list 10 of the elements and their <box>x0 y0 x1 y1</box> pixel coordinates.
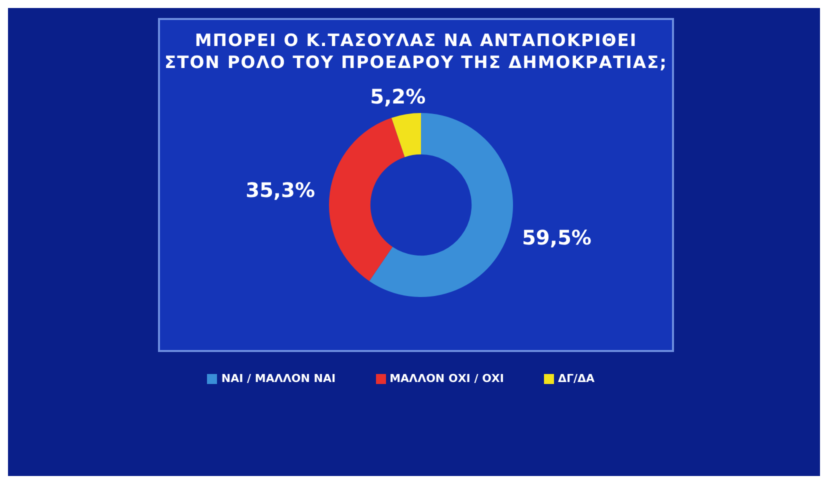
legend-label: ΜΑΛΛΟΝ ΟΧΙ / ΟΧΙ <box>390 372 504 385</box>
data-label: 59,5% <box>522 225 592 250</box>
data-label: 5,2% <box>370 84 426 108</box>
data-label: 35,3% <box>246 178 315 202</box>
chart-title: ΜΠΟΡΕΙ Ο Κ.ΤΑΣΟΥΛΑΣ ΝΑ ΑΝΤΑΠΟΚΡΙΘΕΙ ΣΤΟΝ ΡΟΛΟ ΤΟΥ ΠΡΟΕΔΡΟΥ ΤΗΣ ΔΗΜΟΚΡΑΤΙΑΣ; <box>164 30 668 74</box>
donut-slice <box>391 113 421 158</box>
legend-label: ΔΓ/ΔΑ <box>558 372 595 385</box>
donut-slice <box>369 113 513 297</box>
donut-slice <box>329 118 405 282</box>
legend-label: ΝΑΙ / ΜΑΛΛΟΝ ΝΑΙ <box>221 372 336 385</box>
